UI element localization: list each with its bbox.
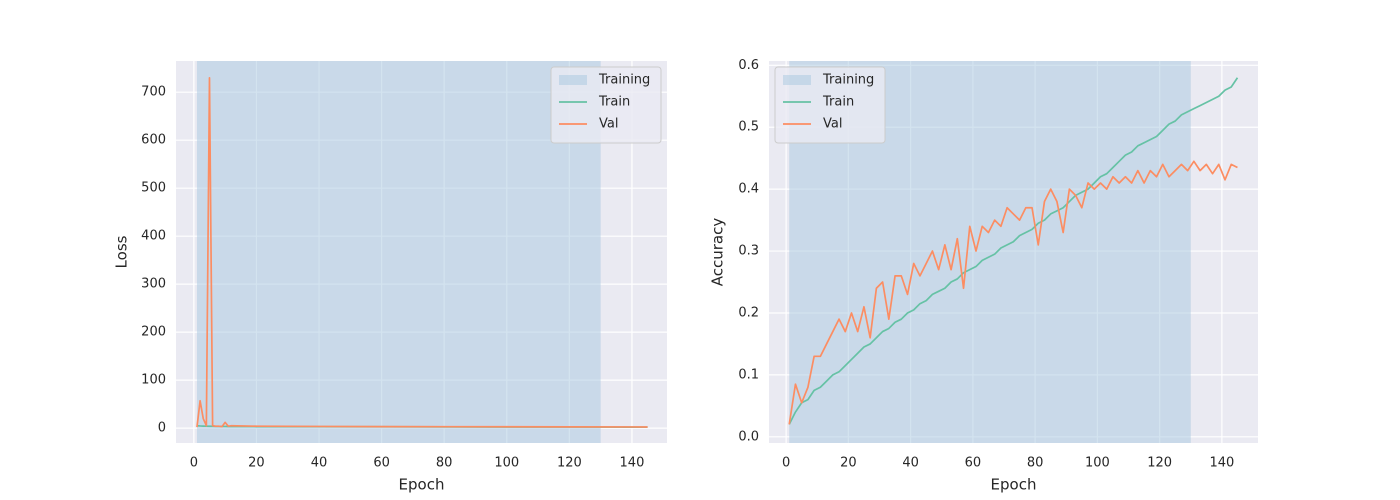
x-tick-label: 80 (436, 456, 453, 471)
x-tick-label: 20 (840, 456, 857, 471)
y-tick-label: 300 (141, 277, 166, 292)
x-tick-label: 40 (311, 456, 328, 471)
legend: Training Train Val (550, 66, 662, 144)
x-tick-label: 100 (1085, 456, 1110, 471)
y-tick-label: 0.0 (738, 429, 759, 444)
x-tick-label: 140 (620, 456, 645, 471)
x-tick-label: 140 (1209, 456, 1234, 471)
legend-label: Val (823, 117, 842, 132)
subplot: 0 20 40 60 80 100 120 140 0.0 0.1 0.2 0.3 0.4 0.5 0.6 E… (709, 58, 1258, 494)
y-tick-label: 400 (141, 229, 166, 244)
x-tick-label: 0 (190, 456, 198, 471)
legend-label: Training (598, 73, 650, 88)
x-tick-label: 120 (557, 456, 582, 471)
x-tick-label: 60 (373, 456, 390, 471)
y-tick-label: 700 (141, 85, 166, 100)
legend-label: Training (822, 73, 874, 88)
x-tick-label: 60 (965, 456, 982, 471)
y-tick-label: 0.5 (738, 120, 759, 135)
y-tick-label: 0 (158, 421, 166, 436)
y-tick-label: 200 (141, 325, 166, 340)
x-tick-label: 40 (902, 456, 919, 471)
series-line (788, 77, 1239, 425)
series-line (788, 160, 1238, 425)
subplot: 0 20 40 60 80 100 120 140 0 100 200 300 400 500 600 700… (113, 61, 667, 494)
y-axis-label: Accuracy (709, 218, 727, 287)
y-tick-label: 0.3 (738, 244, 759, 259)
legend: Training Train Val (774, 66, 886, 144)
x-tick-label: 0 (782, 456, 790, 471)
y-tick-label: 600 (141, 133, 166, 148)
x-tick-label: 100 (494, 456, 519, 471)
x-axis-label: Epoch (991, 476, 1037, 494)
y-tick-label: 0.6 (738, 58, 759, 73)
legend-label: Train (598, 95, 630, 110)
x-tick-label: 80 (1027, 456, 1044, 471)
legend-label: Val (599, 117, 618, 132)
series-line (196, 76, 648, 428)
y-axis-label: Loss (113, 235, 131, 268)
legend-swatch (783, 75, 811, 85)
y-tick-label: 100 (141, 373, 166, 388)
legend-label: Train (822, 95, 854, 110)
y-tick-label: 0.1 (738, 367, 759, 382)
y-tick-label: 0.4 (738, 182, 759, 197)
training-span (196, 61, 601, 443)
y-tick-label: 500 (141, 181, 166, 196)
x-tick-label: 20 (248, 456, 265, 471)
legend-swatch (559, 75, 587, 85)
y-tick-label: 0.2 (738, 305, 759, 320)
x-axis-label: Epoch (399, 476, 445, 494)
x-tick-label: 120 (1147, 456, 1172, 471)
